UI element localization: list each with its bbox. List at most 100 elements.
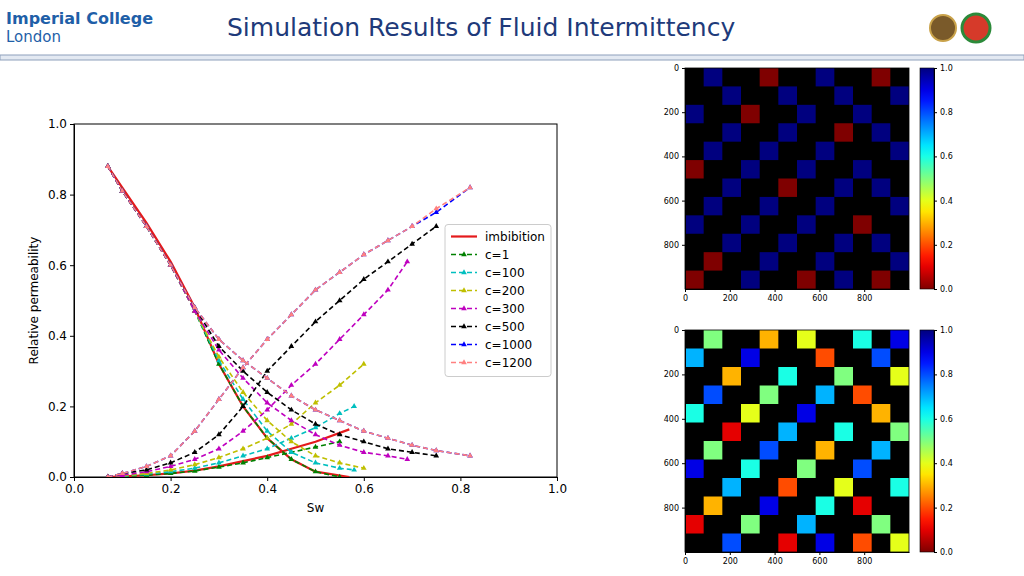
marker xyxy=(264,445,270,450)
tick: 0.8 xyxy=(934,108,953,117)
cell xyxy=(834,179,853,197)
cell xyxy=(685,215,704,233)
tick-label: 600 xyxy=(812,294,827,303)
marker xyxy=(433,223,439,228)
cell xyxy=(834,123,853,141)
cell xyxy=(816,386,835,405)
tick: 0.4 xyxy=(48,329,74,343)
cell xyxy=(890,534,909,553)
cell xyxy=(685,271,704,289)
marker xyxy=(433,205,439,210)
marker xyxy=(240,460,246,465)
marker xyxy=(337,460,343,465)
marker xyxy=(337,410,343,415)
tick-mark xyxy=(934,201,937,202)
colorbar-axis: 0.00.20.40.60.81.0 xyxy=(934,326,953,557)
marker xyxy=(264,435,270,440)
cell xyxy=(760,441,779,460)
legend-item: c=100 xyxy=(451,266,525,280)
tick-label: 0.2 xyxy=(162,482,181,496)
cell xyxy=(872,123,891,141)
marker xyxy=(264,368,270,373)
marker xyxy=(289,343,295,348)
marker xyxy=(313,444,319,449)
tick: 0 xyxy=(674,326,685,335)
marker xyxy=(361,251,367,256)
logo-text: London xyxy=(6,28,61,46)
marker xyxy=(289,456,295,461)
tick-label: 0 xyxy=(674,326,679,335)
cell xyxy=(778,367,797,386)
tick: 200 xyxy=(664,370,685,379)
marker xyxy=(192,449,198,454)
marker xyxy=(337,297,343,302)
cell xyxy=(853,105,872,123)
cell xyxy=(685,460,704,479)
series xyxy=(105,163,473,477)
series xyxy=(108,166,350,477)
marker xyxy=(289,311,295,316)
marker xyxy=(351,467,357,472)
cell xyxy=(778,179,797,197)
marker xyxy=(313,361,319,366)
tick: 400 xyxy=(664,415,685,424)
cell xyxy=(834,271,853,289)
tick: 0.6 xyxy=(934,415,953,424)
cell xyxy=(797,271,816,289)
logo-text: Imperial College xyxy=(6,9,153,28)
tick-label: 1.0 xyxy=(48,117,67,131)
marker xyxy=(404,456,410,461)
marker xyxy=(105,163,111,168)
marker xyxy=(313,421,319,426)
marker xyxy=(264,428,270,433)
cell xyxy=(778,534,797,553)
marker xyxy=(168,262,174,267)
tick-label: 0 xyxy=(683,294,688,303)
tick: 800 xyxy=(857,289,872,303)
tick-label: 0.0 xyxy=(940,285,953,294)
tick: 0.8 xyxy=(48,188,74,202)
cell xyxy=(872,271,891,289)
cell xyxy=(890,252,909,270)
legend-marker xyxy=(461,323,467,328)
tick-mark xyxy=(70,265,74,266)
cell xyxy=(722,534,741,553)
tick-label: 1.0 xyxy=(940,64,953,73)
cell xyxy=(722,423,741,442)
tick: 0.2 xyxy=(48,400,74,414)
curve xyxy=(108,166,470,455)
curve xyxy=(108,188,470,477)
cell xyxy=(685,160,704,178)
cell xyxy=(872,179,891,197)
tick-mark xyxy=(934,508,937,509)
tick-label: 400 xyxy=(664,152,679,161)
tick: 1.0 xyxy=(548,477,567,496)
y-axis: 0200400600800 xyxy=(664,64,686,289)
cell xyxy=(797,460,816,479)
legend-box xyxy=(445,225,551,377)
cell xyxy=(741,515,760,534)
cell xyxy=(853,215,872,233)
cell xyxy=(741,215,760,233)
tick: 0.6 xyxy=(355,477,374,496)
cell xyxy=(816,68,835,86)
tick-mark xyxy=(934,68,937,69)
tick: 400 xyxy=(767,289,782,303)
cell xyxy=(760,330,779,349)
tick: 400 xyxy=(664,152,685,161)
cell xyxy=(704,497,723,516)
marker xyxy=(313,407,319,412)
cell xyxy=(872,441,891,460)
marker xyxy=(144,463,150,468)
axis-line xyxy=(934,331,935,553)
x-axis: 0200400600800 xyxy=(683,289,910,303)
logo-icon xyxy=(962,14,990,42)
tick-mark xyxy=(70,406,74,407)
marker xyxy=(105,163,111,168)
marker xyxy=(385,237,391,242)
cell xyxy=(816,349,835,368)
marker xyxy=(337,269,343,274)
series xyxy=(105,163,473,477)
marker xyxy=(216,354,222,359)
series xyxy=(105,163,343,477)
